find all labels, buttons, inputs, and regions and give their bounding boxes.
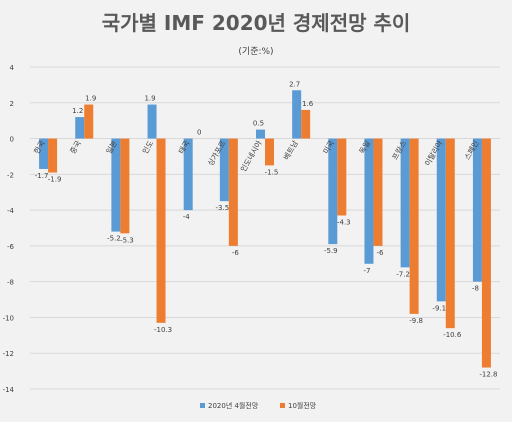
bar-october	[445, 138, 455, 329]
data-label: -9.1	[432, 304, 446, 312]
legend-label: 10월전망	[288, 401, 317, 410]
data-label: -1.5	[265, 168, 279, 176]
bar-october	[337, 138, 347, 216]
bar-april	[183, 138, 193, 211]
chart-subtitle: (기준:%)	[238, 46, 273, 57]
data-label: -12.8	[479, 371, 497, 379]
bar-october	[373, 138, 383, 246]
data-label: -6	[232, 249, 240, 257]
y-tick-label: 4	[10, 64, 15, 72]
data-label: -1.9	[48, 176, 62, 184]
data-label: -7.2	[396, 270, 410, 278]
bar-april	[147, 104, 157, 139]
data-label: -6	[376, 249, 384, 257]
bar-october	[120, 138, 130, 234]
data-label: -10.3	[154, 326, 172, 334]
y-tick-label: -14	[3, 386, 15, 394]
data-label: 1.6	[302, 100, 314, 108]
data-label: -5.3	[120, 236, 134, 244]
data-label: 1.9	[85, 95, 96, 103]
y-tick-label: -12	[3, 350, 14, 358]
bar-april	[400, 138, 410, 268]
data-label: 2.7	[289, 80, 300, 88]
bar-april	[111, 138, 121, 232]
data-label: -4.3	[337, 218, 351, 226]
data-label: 1.2	[72, 107, 83, 115]
data-label: 0	[197, 129, 201, 137]
data-label: 0.5	[253, 120, 264, 128]
bar-october	[84, 104, 94, 139]
data-label: -3.5	[216, 204, 230, 212]
bar-april	[219, 138, 229, 202]
legend: 2020년 4월전망 10월전망	[200, 401, 317, 410]
data-label: 1.9	[144, 95, 155, 103]
y-tick-label: 0	[10, 136, 14, 144]
data-label: -5.2	[107, 235, 121, 243]
data-label: -9.8	[409, 317, 423, 325]
y-tick-label: -4	[7, 207, 15, 215]
bar-april	[75, 117, 85, 139]
bar-october	[265, 138, 274, 166]
bar-april	[39, 138, 49, 169]
data-label: -1.7	[35, 172, 49, 180]
legend-label: 2020년 4월전망	[208, 401, 259, 410]
bar-october	[409, 138, 419, 314]
y-tick-label: -10	[3, 314, 14, 322]
bar-october	[156, 138, 166, 323]
bar-october	[228, 138, 238, 246]
y-tick-label: -8	[7, 279, 14, 287]
bar-april	[472, 138, 482, 282]
data-label: -7	[363, 267, 370, 275]
data-label: -10.6	[443, 331, 462, 339]
legend-swatch	[280, 403, 285, 408]
data-label: -5.9	[324, 247, 338, 255]
bar-october	[481, 138, 491, 368]
legend-swatch	[200, 403, 205, 408]
bar-april	[328, 138, 338, 245]
y-tick-label: -6	[7, 243, 15, 251]
bar-october	[48, 138, 58, 173]
bar-april	[364, 138, 374, 264]
bar-april	[256, 129, 265, 139]
grid-lines	[30, 66, 500, 390]
y-axis: 4 2 0 -2 -4 -6 -8 -10 -12 -14	[3, 64, 15, 394]
bar-april	[292, 90, 302, 139]
data-label: -4	[183, 213, 191, 221]
bars-group	[39, 90, 491, 368]
data-labels: -1.7 -1.91.21.9-5.2 -5.31.9-10.3-40-3.5-60…	[35, 80, 498, 378]
bar-october	[301, 109, 311, 139]
y-tick-label: -2	[7, 171, 14, 179]
bar-april	[436, 138, 446, 302]
data-label: -8	[472, 285, 479, 293]
chart-title: 국가별 IMF 2020년 경제전망 추이	[102, 11, 411, 35]
y-tick-label: 2	[10, 100, 14, 108]
